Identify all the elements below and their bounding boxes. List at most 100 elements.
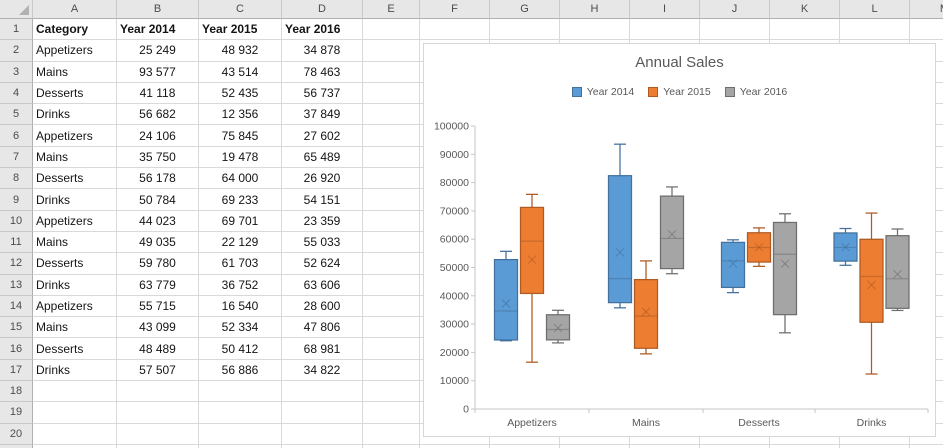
cell-L21[interactable] bbox=[840, 444, 910, 448]
cell-M1[interactable] bbox=[910, 19, 943, 41]
cell-B17[interactable]: 57 507 bbox=[117, 359, 199, 382]
cell-D8[interactable]: 26 920 bbox=[282, 168, 363, 190]
cell-F1[interactable] bbox=[420, 19, 490, 41]
column-header-d[interactable]: D bbox=[282, 0, 363, 19]
cell-B14[interactable]: 55 715 bbox=[117, 295, 199, 318]
cell-D17[interactable]: 34 822 bbox=[282, 359, 363, 382]
box-year-2016-appetizers[interactable] bbox=[545, 309, 571, 344]
box-year-2015-drinks[interactable] bbox=[859, 212, 884, 375]
cell-C19[interactable] bbox=[199, 402, 282, 424]
box-year-2016-desserts[interactable] bbox=[772, 213, 798, 334]
row-header-20[interactable]: 20 bbox=[0, 423, 33, 445]
row-header-13[interactable]: 13 bbox=[0, 274, 33, 296]
cell-D16[interactable]: 68 981 bbox=[282, 338, 363, 360]
cell-D21[interactable] bbox=[282, 444, 363, 448]
cell-D14[interactable]: 28 600 bbox=[282, 295, 363, 318]
cell-C14[interactable]: 16 540 bbox=[199, 295, 282, 318]
row-header-15[interactable]: 15 bbox=[0, 317, 33, 339]
cell-D11[interactable]: 55 033 bbox=[282, 231, 363, 254]
cell-D3[interactable]: 78 463 bbox=[282, 61, 363, 83]
cell-A10[interactable]: Appetizers bbox=[33, 210, 117, 232]
cell-E9[interactable] bbox=[363, 189, 420, 211]
cell-E3[interactable] bbox=[363, 61, 420, 83]
box-year-2015-desserts[interactable] bbox=[746, 227, 772, 267]
cell-A16[interactable]: Desserts bbox=[33, 338, 117, 360]
column-header-e[interactable]: E bbox=[363, 0, 420, 19]
cell-B18[interactable] bbox=[117, 381, 199, 403]
cell-L1[interactable] bbox=[840, 19, 910, 41]
row-header-19[interactable]: 19 bbox=[0, 402, 33, 424]
cell-D15[interactable]: 47 806 bbox=[282, 317, 363, 339]
row-header-6[interactable]: 6 bbox=[0, 125, 33, 147]
cell-E2[interactable] bbox=[363, 40, 420, 62]
cell-A6[interactable]: Appetizers bbox=[33, 125, 117, 147]
cell-E13[interactable] bbox=[363, 274, 420, 296]
box-year-2014-drinks[interactable] bbox=[833, 227, 858, 266]
row-header-11[interactable]: 11 bbox=[0, 231, 33, 254]
cell-E1[interactable] bbox=[363, 19, 420, 41]
column-header-c[interactable]: C bbox=[199, 0, 282, 19]
cell-E7[interactable] bbox=[363, 146, 420, 169]
cell-B13[interactable]: 63 779 bbox=[117, 274, 199, 296]
cell-C16[interactable]: 50 412 bbox=[199, 338, 282, 360]
legend-item-year-2016[interactable]: Year 2016 bbox=[724, 86, 787, 98]
cell-C21[interactable] bbox=[199, 444, 282, 448]
cell-A15[interactable]: Mains bbox=[33, 317, 117, 339]
cell-D12[interactable]: 52 624 bbox=[282, 253, 363, 275]
cell-D20[interactable] bbox=[282, 423, 363, 445]
cell-C10[interactable]: 69 701 bbox=[199, 210, 282, 232]
cell-B21[interactable] bbox=[117, 444, 199, 448]
cell-D18[interactable] bbox=[282, 381, 363, 403]
cell-B15[interactable]: 43 099 bbox=[117, 317, 199, 339]
row-header-8[interactable]: 8 bbox=[0, 168, 33, 190]
chart-area[interactable]: 0 10000 20000 30000 40000 50000 60000 70000 8000… bbox=[423, 43, 936, 437]
cell-E14[interactable] bbox=[363, 295, 420, 318]
cell-E16[interactable] bbox=[363, 338, 420, 360]
cell-A3[interactable]: Mains bbox=[33, 61, 117, 83]
row-header-18[interactable]: 18 bbox=[0, 381, 33, 403]
column-header-j[interactable]: J bbox=[700, 0, 770, 19]
cell-A12[interactable]: Desserts bbox=[33, 253, 117, 275]
cell-I21[interactable] bbox=[630, 444, 700, 448]
cell-C6[interactable]: 75 845 bbox=[199, 125, 282, 147]
column-header-k[interactable]: K bbox=[770, 0, 840, 19]
cell-J1[interactable] bbox=[700, 19, 770, 41]
cell-A4[interactable]: Desserts bbox=[33, 82, 117, 105]
column-header-f[interactable]: F bbox=[420, 0, 490, 19]
cell-B12[interactable]: 59 780 bbox=[117, 253, 199, 275]
row-header-16[interactable]: 16 bbox=[0, 338, 33, 360]
cell-B11[interactable]: 49 035 bbox=[117, 231, 199, 254]
cell-G1[interactable] bbox=[490, 19, 560, 41]
cell-B1[interactable]: Year 2014 bbox=[117, 19, 199, 41]
column-header-l[interactable]: L bbox=[840, 0, 910, 19]
column-header-i[interactable]: I bbox=[630, 0, 700, 19]
cell-C11[interactable]: 22 129 bbox=[199, 231, 282, 254]
cell-A19[interactable] bbox=[33, 402, 117, 424]
cell-D6[interactable]: 27 602 bbox=[282, 125, 363, 147]
row-header-7[interactable]: 7 bbox=[0, 146, 33, 169]
row-header-1[interactable]: 1 bbox=[0, 19, 33, 41]
cell-C17[interactable]: 56 886 bbox=[199, 359, 282, 382]
cell-E4[interactable] bbox=[363, 82, 420, 105]
cell-C20[interactable] bbox=[199, 423, 282, 445]
cell-E20[interactable] bbox=[363, 423, 420, 445]
cell-E5[interactable] bbox=[363, 104, 420, 126]
box-year-2014-desserts[interactable] bbox=[720, 239, 746, 294]
cell-D9[interactable]: 54 151 bbox=[282, 189, 363, 211]
cell-A8[interactable]: Desserts bbox=[33, 168, 117, 190]
cell-A18[interactable] bbox=[33, 381, 117, 403]
cell-B4[interactable]: 41 118 bbox=[117, 82, 199, 105]
cell-B10[interactable]: 44 023 bbox=[117, 210, 199, 232]
cell-C18[interactable] bbox=[199, 381, 282, 403]
cell-A9[interactable]: Drinks bbox=[33, 189, 117, 211]
box-year-2016-drinks[interactable] bbox=[885, 228, 910, 312]
cell-A13[interactable]: Drinks bbox=[33, 274, 117, 296]
row-header-12[interactable]: 12 bbox=[0, 253, 33, 275]
cell-A1[interactable]: Category bbox=[33, 19, 117, 41]
column-header-b[interactable]: B bbox=[117, 0, 199, 19]
cell-E15[interactable] bbox=[363, 317, 420, 339]
row-header-9[interactable]: 9 bbox=[0, 189, 33, 211]
cell-A17[interactable]: Drinks bbox=[33, 359, 117, 382]
cell-D7[interactable]: 65 489 bbox=[282, 146, 363, 169]
legend-item-year-2014[interactable]: Year 2014 bbox=[571, 86, 634, 98]
